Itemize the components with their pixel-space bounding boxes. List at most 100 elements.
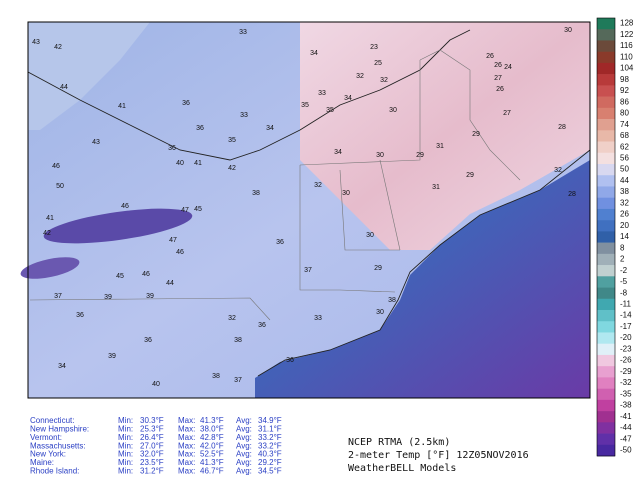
stats-cell: Avg:: [236, 450, 252, 459]
colorbar-cell: [597, 130, 615, 142]
colorbar-cell: [597, 51, 615, 64]
station-temp: 26: [496, 86, 504, 93]
colorbar-label: 104: [620, 64, 634, 73]
colorbar-cell: [597, 164, 615, 176]
stats-cell: 29.2°F: [258, 458, 282, 467]
colorbar-cell: [597, 220, 615, 232]
stats-cell: Min:: [118, 433, 133, 442]
stats-cell: Avg:: [236, 425, 252, 434]
colorbar-label: -38: [620, 401, 632, 410]
ocean: [255, 160, 590, 398]
lake-erie: [20, 257, 80, 279]
colorbar-cell: [597, 354, 615, 367]
station-temp: 36: [196, 125, 204, 132]
station-temp: 36: [144, 337, 152, 344]
stats-cell: Min:: [118, 441, 133, 450]
station-temp: 33: [314, 315, 322, 322]
lake-ontario: [43, 208, 193, 244]
colorbar-label: 80: [620, 109, 629, 118]
station-temp: 35: [301, 102, 309, 109]
colorbar-label: 110: [620, 52, 633, 61]
colorbar-cell: [597, 444, 615, 457]
colorbar-cell: [597, 231, 615, 243]
colorbar-cell: [597, 298, 615, 311]
station-temp: 34: [58, 363, 66, 370]
station-temp: 30: [366, 232, 374, 239]
colorbar-cell: [597, 242, 615, 255]
station-temp: 28: [558, 124, 566, 131]
stats-cell: 31.2°F: [140, 467, 164, 476]
stats-cell: Min:: [118, 425, 133, 434]
station-temp: 31: [432, 184, 440, 191]
colorbar-label: 92: [620, 86, 629, 95]
station-temp: 26: [494, 62, 502, 69]
station-temp: 35: [228, 137, 236, 144]
station-temp: 47: [169, 237, 177, 244]
colorbar-cell: [597, 253, 615, 266]
station-temp: 31: [436, 143, 444, 150]
station-temp: 41: [194, 160, 202, 167]
colorbar-cell: [597, 422, 615, 434]
colorbar-label: 26: [620, 210, 629, 219]
colorbar-cell: [597, 343, 615, 356]
stats-cell: Min:: [118, 458, 133, 467]
colorbar-label: 98: [620, 75, 629, 84]
station-temp: 36: [286, 357, 294, 364]
station-temp: 32: [380, 77, 388, 84]
colorbar-label: 122: [620, 30, 634, 39]
stats-cell: 34.9°F: [258, 416, 282, 425]
cool-region: [28, 22, 150, 130]
colorbar-label: -20: [620, 333, 632, 342]
colorbar-cell: [597, 276, 615, 288]
stats-cell: Max:: [178, 458, 195, 467]
colorbar-cell: [597, 399, 615, 412]
station-temp: 36: [276, 239, 284, 246]
stats-cell: 26.4°F: [140, 433, 164, 442]
station-temp: 29: [472, 131, 480, 138]
stats-cell: Min:: [118, 467, 133, 476]
station-temp: 34: [334, 149, 342, 156]
colorbar-cell: [597, 287, 615, 300]
station-temp: 38: [388, 297, 396, 304]
stats-cell: 40.3°F: [258, 450, 282, 459]
colorbar-label: 2: [620, 255, 625, 264]
stats-cell: 42.8°F: [200, 433, 224, 442]
state-border: [299, 60, 421, 166]
map: [20, 21, 591, 399]
colorbar-label: -11: [620, 299, 632, 308]
stats-cell: Avg:: [236, 467, 252, 476]
colorbar-label: -29: [620, 367, 632, 376]
stats-cell: Massachusetts:: [30, 441, 86, 450]
stats-cell: 46.7°F: [200, 467, 224, 476]
station-temp: 28: [568, 191, 576, 198]
station-temp: 45: [194, 206, 202, 213]
colorbar-cell: [597, 310, 615, 322]
map-title: WeatherBELL Models: [348, 463, 456, 474]
station-temp: 34: [344, 95, 352, 102]
station-temp: 29: [416, 152, 424, 159]
stats-cell: Maine:: [30, 458, 54, 467]
station-temp: 39: [146, 293, 154, 300]
colorbar-cell: [597, 433, 615, 446]
colorbar-label: -17: [620, 322, 632, 331]
station-temp: 42: [54, 44, 62, 51]
stats-cell: Min:: [118, 450, 133, 459]
station-temp: 41: [118, 103, 126, 110]
colorbar-label: 56: [620, 153, 629, 162]
stats-cell: 42.0°F: [200, 441, 224, 450]
station-temp: 32: [356, 73, 364, 80]
map-title: NCEP RTMA (2.5km): [348, 437, 450, 448]
colorbar-label: 14: [620, 232, 629, 241]
station-temp: 46: [121, 203, 129, 210]
station-temp: 42: [228, 165, 236, 172]
state-border: [299, 165, 396, 293]
colorbar-cell: [597, 119, 615, 131]
colorbar-label: 50: [620, 165, 629, 174]
station-temp: 25: [374, 60, 382, 67]
station-temp: 24: [504, 64, 512, 71]
colorbar-cell: [597, 107, 615, 120]
stats-cell: Max:: [178, 441, 195, 450]
colorbar-label: -14: [620, 311, 632, 320]
colorbar-label: 8: [620, 243, 625, 252]
